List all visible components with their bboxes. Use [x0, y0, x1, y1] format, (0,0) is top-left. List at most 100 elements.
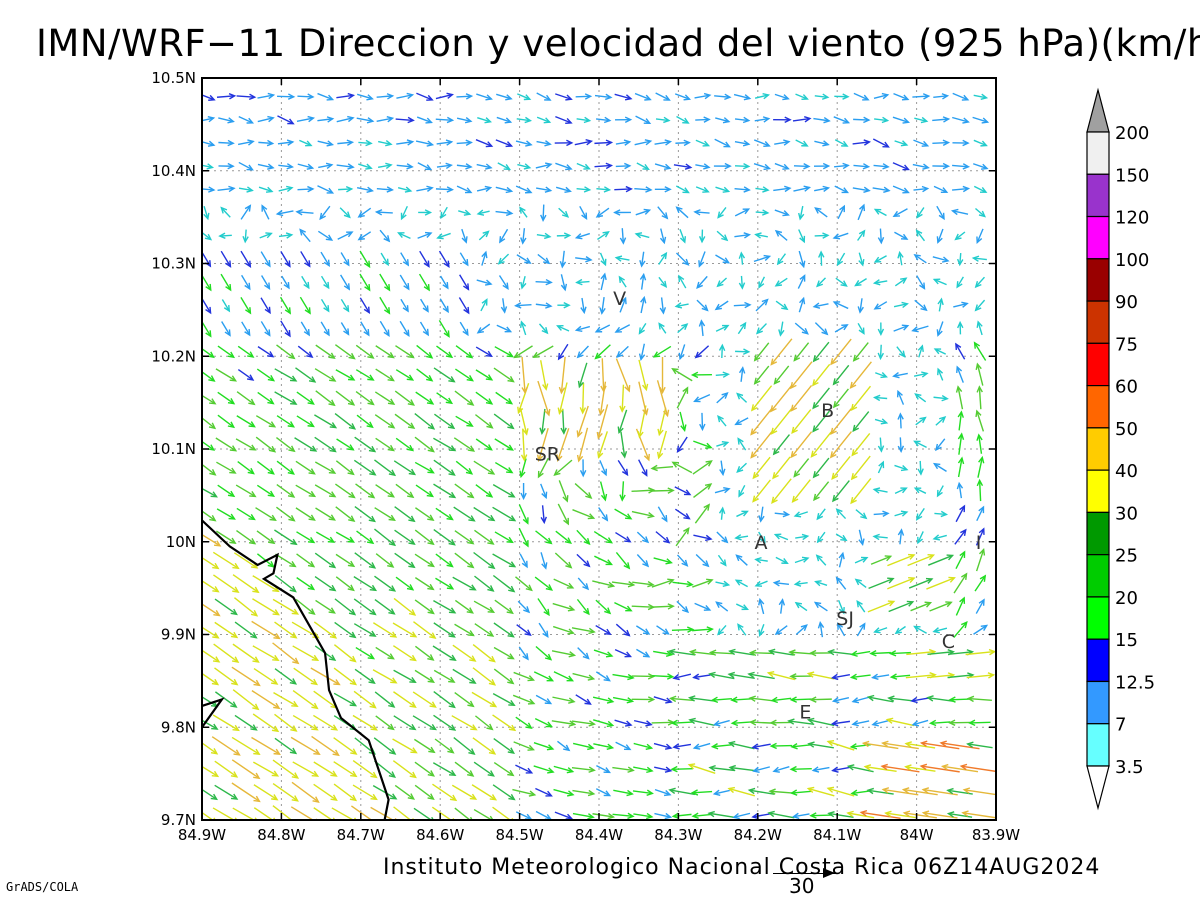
wind-vector [634, 139, 653, 146]
wind-vector [274, 368, 298, 382]
wind-vector [534, 576, 554, 591]
wind-vector [813, 162, 831, 170]
wind-vector [414, 599, 435, 615]
wind-vector [850, 455, 871, 481]
wind-vector [236, 391, 256, 406]
wind-vector [758, 276, 766, 289]
wind-vector [976, 385, 983, 410]
wind-vector [877, 322, 885, 337]
wind-vector [517, 93, 532, 101]
x-tick-label: 83.9W [972, 826, 1020, 844]
wind-vector [236, 415, 256, 428]
wind-vector [814, 207, 828, 218]
wind-vector [202, 94, 216, 101]
wind-vector [952, 116, 970, 124]
wind-vector [475, 369, 494, 381]
wind-vector [455, 345, 474, 359]
wind-vector [976, 478, 984, 502]
wind-vector [881, 787, 919, 796]
wind-vector [933, 394, 949, 402]
wind-vector [475, 484, 494, 498]
wind-vector [237, 460, 255, 475]
grid-lines [202, 78, 996, 820]
wind-vector [202, 140, 216, 147]
colorbar-label: 100 [1115, 250, 1149, 271]
wind-vector [932, 116, 951, 123]
wind-vector [535, 162, 553, 169]
wind-vector [274, 713, 298, 732]
wind-vector [774, 277, 788, 287]
wind-vector [806, 717, 835, 727]
wind-vector [257, 92, 276, 100]
wind-vector [217, 414, 236, 429]
wind-vector [798, 250, 806, 269]
wind-vector [617, 409, 628, 435]
wind-vector [827, 648, 854, 656]
colorbar-box [1086, 469, 1110, 513]
wind-vector [792, 116, 812, 123]
wind-vector [896, 346, 906, 358]
colorbar-label: 200 [1115, 123, 1149, 144]
wind-vector [659, 357, 666, 395]
wind-vector [475, 438, 493, 451]
wind-vector [715, 186, 731, 193]
wind-vector [435, 92, 454, 100]
wind-vector [375, 368, 395, 382]
colorbar-box [1086, 258, 1110, 302]
wind-vector [768, 788, 794, 795]
wind-vector [679, 228, 687, 244]
wind-vector [957, 320, 964, 335]
wind-vector [356, 414, 374, 429]
wind-vector [456, 116, 473, 124]
wind-vector [712, 789, 730, 796]
wind-vector [735, 554, 748, 566]
wind-vector [976, 228, 984, 244]
wind-vector [231, 666, 261, 687]
wind-vector [715, 580, 731, 588]
wind-vector [593, 743, 615, 750]
wind-vector [727, 671, 755, 679]
map-title: IMN/WRF−11 Direccion y velocidad del vie… [36, 22, 1200, 65]
wind-vector [915, 416, 927, 426]
wind-vector [514, 302, 532, 309]
wind-vector [928, 554, 955, 566]
wind-vector [261, 275, 271, 290]
wind-vector [242, 229, 249, 244]
wind-vector [372, 669, 398, 684]
y-tick-label: 10.4N [151, 162, 196, 180]
wind-vector [708, 649, 734, 656]
wind-vector [619, 384, 626, 413]
wind-vector [956, 365, 964, 383]
wind-vector [432, 645, 457, 661]
wind-vector [789, 361, 813, 390]
wind-vector [710, 696, 732, 704]
wind-vector [276, 344, 296, 360]
wind-vector [633, 766, 654, 774]
wind-vector [379, 320, 390, 337]
wind-vector [616, 345, 629, 358]
wind-vector [553, 459, 573, 477]
wind-vector [634, 186, 653, 193]
wind-vector [433, 622, 456, 638]
wind-vector [932, 534, 947, 541]
wind-vector [594, 344, 611, 360]
wind-vector [475, 139, 494, 148]
wind-vector [833, 116, 851, 124]
wind-vector [214, 621, 239, 639]
wind-vector [696, 299, 709, 312]
wind-vector [553, 788, 575, 797]
wind-vector [375, 484, 395, 498]
wind-vector [576, 553, 591, 568]
wind-vector [716, 531, 729, 544]
wind-vector [752, 456, 771, 480]
wind-vector [296, 391, 315, 405]
wind-vector [778, 321, 785, 337]
wind-vector [317, 230, 334, 241]
wind-vector [653, 742, 673, 750]
wind-vector [693, 483, 713, 498]
wind-vector [374, 459, 397, 477]
wind-vector [256, 530, 276, 545]
wind-vector [612, 696, 635, 704]
wind-vector [913, 625, 927, 634]
wind-vector [252, 575, 280, 593]
